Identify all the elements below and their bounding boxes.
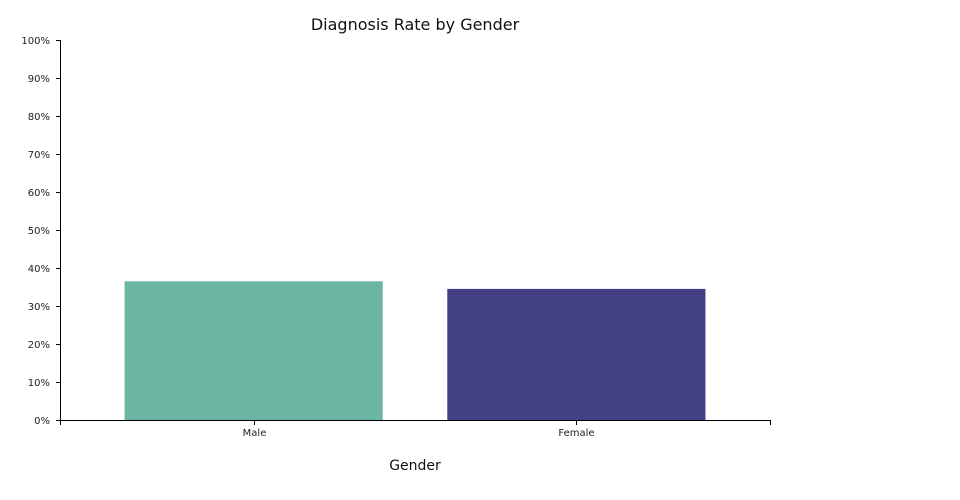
x-axis: Male Female [60,420,771,439]
y-tick-label: 60% [28,188,50,199]
bar-male [124,281,383,420]
y-tick-label: 80% [28,112,50,123]
y-tick-label: 10% [28,378,50,389]
x-tick-label-male: Male [243,428,267,439]
y-tick-label: 0% [34,416,50,427]
y-tick-label: 50% [28,226,50,237]
x-axis-title: Gender [389,458,441,474]
y-tick-label: 70% [28,150,50,161]
y-axis: 0% 10% 20% 30% 40% 50% 60% 70% 80% 90% 100% [21,36,61,427]
bars-group [124,281,706,420]
chart-title: Diagnosis Rate by Gender [311,15,520,34]
y-tick-label: 40% [28,264,50,275]
y-tick-label: 100% [21,36,50,47]
y-tick-label: 90% [28,74,50,85]
x-tick-label-female: Female [558,428,594,439]
bar-female [447,288,706,420]
y-tick-label: 30% [28,302,50,313]
y-tick-label: 20% [28,340,50,351]
